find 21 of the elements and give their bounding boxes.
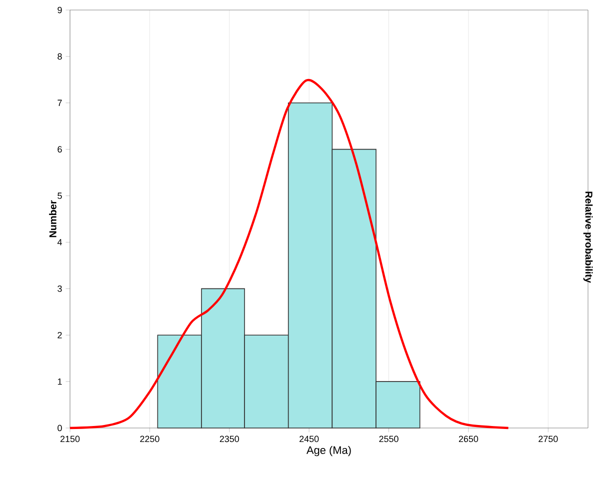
y-tick-label: 8	[58, 53, 62, 60]
y-tick-label: 0	[58, 424, 62, 432]
y-tick-label: 3	[58, 285, 62, 292]
x-tick-label: 2550	[379, 436, 398, 442]
y-tick-label: 9	[58, 6, 62, 14]
line-series	[68, 80, 510, 430]
x-tick-label: 2350	[220, 436, 240, 442]
y-tick-label: 7	[58, 100, 62, 106]
x-axis-title: Age (Ma)	[306, 446, 351, 456]
x-tick-label: 2750	[538, 436, 558, 442]
x-tick-label: 2650	[458, 436, 478, 442]
y-tick-label: 5	[58, 192, 62, 199]
y-tick-label: 6	[58, 146, 62, 153]
y-tick-label: 2	[58, 332, 62, 338]
x-tick-label: 2250	[140, 436, 160, 442]
x-tick-label: 2450	[300, 436, 319, 442]
y-tick-label: 1	[58, 378, 62, 385]
y-tick-label: 4	[57, 239, 62, 246]
x-tick-label: 2150	[60, 436, 80, 442]
y2-axis-title: Relative probability	[583, 192, 593, 283]
y-axis-title: Number	[49, 200, 56, 238]
